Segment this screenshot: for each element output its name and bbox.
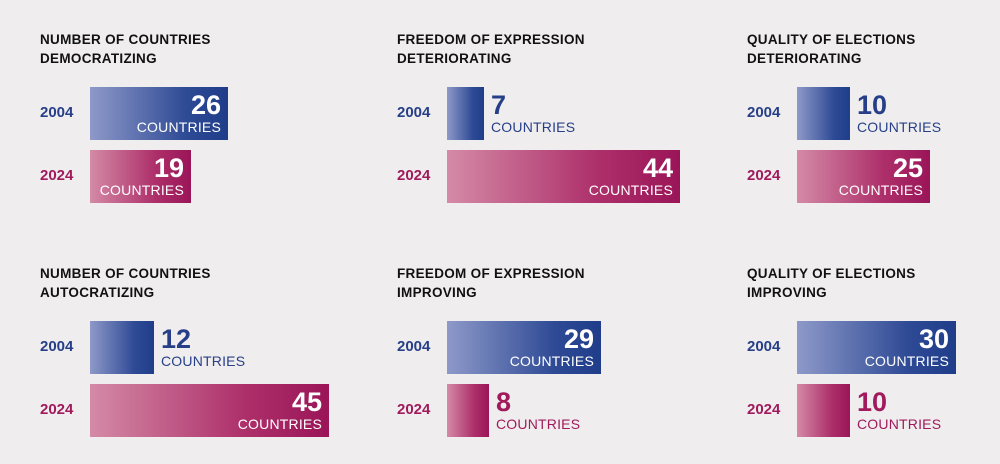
data-label: 10 COUNTRIES	[857, 87, 1000, 140]
data-label: 12 COUNTRIES	[161, 321, 311, 374]
data-label: 7 COUNTRIES	[491, 87, 641, 140]
chart-title-line: DETERIORATING	[397, 51, 512, 66]
chart-panel: FREEDOM OF EXPRESSION DETERIORATING 2004 7 C…	[397, 30, 697, 230]
chart-panel: NUMBER OF COUNTRIES DEMOCRATIZING 2004 26 CO…	[40, 30, 340, 230]
data-label-value: 25	[892, 152, 923, 183]
data-label-value: 19	[153, 152, 184, 183]
data-label-value: 12	[161, 323, 192, 354]
chart-title: QUALITY OF ELECTIONS IMPROVING	[747, 264, 916, 302]
chart-title: FREEDOM OF EXPRESSION IMPROVING	[397, 264, 585, 302]
year-label: 2024	[40, 167, 74, 184]
data-label: 8 COUNTRIES	[496, 384, 646, 437]
data-label-value: 29	[563, 323, 594, 354]
bar	[447, 150, 680, 203]
data-label-unit: COUNTRIES	[237, 415, 322, 432]
data-label: 29 COUNTRIES	[444, 321, 594, 374]
data-label-value: 7	[491, 89, 507, 120]
data-label-unit: COUNTRIES	[99, 181, 184, 198]
data-label-unit: COUNTRIES	[588, 181, 673, 198]
data-label-value: 26	[190, 89, 221, 120]
chart-title-line: FREEDOM OF EXPRESSION	[397, 266, 585, 281]
chart-title-line: QUALITY OF ELECTIONS	[747, 32, 916, 47]
bar	[797, 150, 930, 203]
chart-panel: QUALITY OF ELECTIONS DETERIORATING 2004 10 C…	[747, 30, 1000, 230]
bar	[797, 87, 850, 140]
bar	[797, 321, 956, 374]
data-label-value: 8	[496, 386, 512, 417]
year-label: 2024	[397, 167, 431, 184]
bar	[90, 384, 329, 437]
chart-title-line: IMPROVING	[747, 285, 827, 300]
data-label-unit: COUNTRIES	[838, 181, 923, 198]
data-label: 25 COUNTRIES	[773, 150, 923, 203]
chart-title: NUMBER OF COUNTRIES DEMOCRATIZING	[40, 30, 211, 68]
chart-panel: FREEDOM OF EXPRESSION IMPROVING 2004 29 COUN…	[397, 264, 697, 464]
chart-title-line: AUTOCRATIZING	[40, 285, 155, 300]
chart-title: FREEDOM OF EXPRESSION DETERIORATING	[397, 30, 585, 68]
data-label-value: 30	[918, 323, 949, 354]
data-label-unit: COUNTRIES	[857, 415, 942, 432]
data-label-value: 10	[857, 89, 888, 120]
year-label: 2004	[747, 104, 781, 121]
data-label-unit: COUNTRIES	[857, 118, 942, 135]
data-label-value: 45	[291, 386, 322, 417]
year-label: 2004	[40, 104, 74, 121]
data-label: 44 COUNTRIES	[523, 150, 673, 203]
data-label-unit: COUNTRIES	[136, 118, 221, 135]
data-label-unit: COUNTRIES	[491, 118, 576, 135]
chart-title-line: DEMOCRATIZING	[40, 51, 157, 66]
data-label: 30 COUNTRIES	[799, 321, 949, 374]
bar	[90, 87, 228, 140]
chart-title-line: NUMBER OF COUNTRIES	[40, 266, 211, 281]
data-label-unit: COUNTRIES	[509, 352, 594, 369]
chart-title-line: FREEDOM OF EXPRESSION	[397, 32, 585, 47]
data-label: 19 COUNTRIES	[34, 150, 184, 203]
chart-title-line: IMPROVING	[397, 285, 477, 300]
data-label-value: 10	[857, 386, 888, 417]
data-label-value: 44	[642, 152, 673, 183]
bar	[90, 150, 191, 203]
chart-title-line: NUMBER OF COUNTRIES	[40, 32, 211, 47]
year-label: 2024	[747, 401, 781, 418]
year-label: 2024	[747, 167, 781, 184]
bar	[447, 321, 601, 374]
chart-title-line: QUALITY OF ELECTIONS	[747, 266, 916, 281]
data-label-unit: COUNTRIES	[161, 352, 246, 369]
data-label: 45 COUNTRIES	[172, 384, 322, 437]
chart-panel: NUMBER OF COUNTRIES AUTOCRATIZING 2004 12 CO…	[40, 264, 340, 464]
year-label: 2004	[747, 338, 781, 355]
data-label: 10 COUNTRIES	[857, 384, 1000, 437]
data-label-unit: COUNTRIES	[496, 415, 581, 432]
bar	[447, 87, 484, 140]
data-label: 26 COUNTRIES	[71, 87, 221, 140]
year-label: 2004	[397, 104, 431, 121]
chart-title: QUALITY OF ELECTIONS DETERIORATING	[747, 30, 916, 68]
bar	[447, 384, 489, 437]
year-label: 2024	[397, 401, 431, 418]
bar	[90, 321, 154, 374]
data-label-unit: COUNTRIES	[864, 352, 949, 369]
bar	[797, 384, 850, 437]
chart-panel: QUALITY OF ELECTIONS IMPROVING 2004 30 COUNT…	[747, 264, 1000, 464]
year-label: 2004	[40, 338, 74, 355]
chart-title-line: DETERIORATING	[747, 51, 862, 66]
chart-title: NUMBER OF COUNTRIES AUTOCRATIZING	[40, 264, 211, 302]
year-label: 2004	[397, 338, 431, 355]
year-label: 2024	[40, 401, 74, 418]
